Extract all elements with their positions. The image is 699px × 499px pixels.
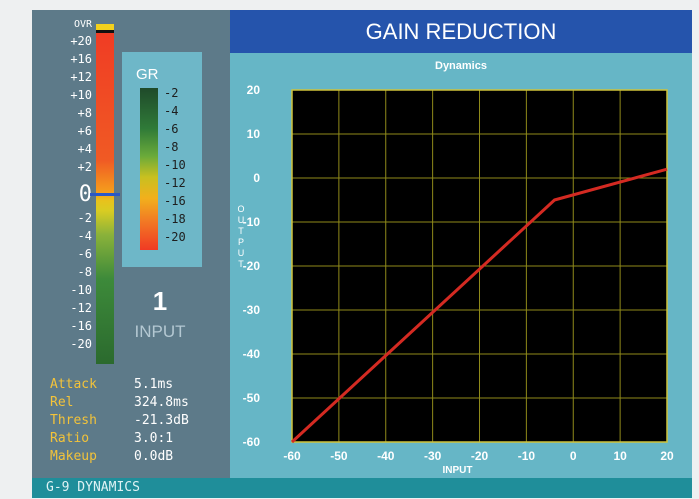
x-tick-label: 10 [613, 449, 627, 463]
param-value: 324.8ms [134, 395, 189, 410]
scale-tick: +16 [70, 52, 92, 66]
y-tick-label: -20 [243, 259, 261, 273]
x-tick-label: -40 [377, 449, 395, 463]
scale-tick: +10 [70, 88, 92, 102]
channel-number: 1 [152, 286, 168, 316]
parameter-list: Attack 5.1ms Rel 324.8ms Thresh -21.3dB … [50, 376, 189, 466]
gr-tick: -18 [164, 212, 186, 226]
scale-tick: -10 [70, 283, 92, 297]
param-value: -21.3dB [134, 413, 189, 428]
param-value: 3.0:1 [134, 431, 174, 446]
scale-tick: OVR [73, 19, 92, 30]
param-value: 5.1ms [134, 377, 174, 392]
overload-indicator [96, 24, 114, 33]
y-tick-label: 20 [247, 83, 261, 97]
scale-tick: +2 [77, 160, 92, 174]
scale-tick: -16 [70, 319, 92, 333]
scale-tick: -20 [70, 337, 92, 351]
gr-tick: -12 [164, 176, 186, 190]
dynamics-screen: OVR +20 +16 +12 +10 +8 +6 +4 +2 0 -2 -4 … [32, 10, 692, 498]
y-axis-title: OUTPUT [237, 204, 245, 269]
gr-tick: -20 [164, 230, 186, 244]
transfer-curve-chart: -60 -50 -40 -30 -20 -10 0 10 20 20 10 0 -10 -20 -30 -40… [243, 83, 674, 476]
channel-label: INPUT [134, 322, 186, 341]
gr-level-bar [140, 88, 158, 250]
scale-tick: +6 [77, 124, 92, 138]
chart-title: Dynamics [435, 60, 487, 72]
x-tick-label: -50 [330, 449, 348, 463]
gr-tick: -4 [164, 104, 179, 118]
x-tick-label: -30 [424, 449, 442, 463]
y-tick-label: -50 [243, 391, 261, 405]
param-name: Ratio [50, 431, 90, 446]
y-tick-label: 10 [247, 127, 261, 141]
zero-level-marker [90, 193, 120, 196]
y-tick-label: -60 [243, 435, 261, 449]
param-name: Rel [50, 395, 74, 410]
scale-tick: +4 [77, 142, 92, 156]
param-threshold[interactable]: Thresh -21.3dB [50, 412, 189, 430]
param-name: Makeup [50, 449, 97, 464]
y-tick-label: -30 [243, 303, 261, 317]
y-tick-label: -10 [243, 215, 261, 229]
y-tick-label: -40 [243, 347, 261, 361]
gr-tick: -2 [164, 86, 179, 100]
param-ratio[interactable]: Ratio 3.0:1 [50, 430, 189, 448]
param-value: 0.0dB [134, 449, 174, 464]
plot-frame [291, 89, 668, 443]
gr-tick: -6 [164, 122, 179, 136]
gr-tick: -10 [164, 158, 186, 172]
x-tick-label: -10 [518, 449, 536, 463]
scale-tick: +20 [70, 34, 92, 48]
x-axis-title: INPUT [443, 465, 473, 476]
panel-header: GAIN REDUCTION [230, 10, 692, 53]
scale-tick: -4 [77, 229, 92, 243]
gr-tick: -8 [164, 140, 179, 154]
gr-tick: -16 [164, 194, 186, 208]
param-name: Thresh [50, 413, 97, 428]
param-name: Attack [50, 377, 97, 392]
scale-tick: -8 [77, 265, 92, 279]
scale-tick-zero: 0 [78, 182, 92, 207]
scale-tick: -2 [77, 211, 92, 225]
gr-title: GR [136, 66, 159, 83]
meter-panel: OVR +20 +16 +12 +10 +8 +6 +4 +2 0 -2 -4 … [32, 10, 230, 478]
scale-tick: +8 [77, 106, 92, 120]
graph-panel: GAIN REDUCTION -60 -50 -40 -30 -20 -10 0 10 20 20… [230, 10, 692, 478]
x-tick-label: -20 [471, 449, 489, 463]
x-tick-label: 0 [570, 449, 577, 463]
param-attack[interactable]: Attack 5.1ms [50, 376, 189, 394]
y-tick-label: 0 [253, 171, 260, 185]
scale-tick: -12 [70, 301, 92, 315]
x-tick-label: 20 [660, 449, 674, 463]
status-footer: G-9 DYNAMICS [32, 478, 692, 498]
scale-tick: -6 [77, 247, 92, 261]
param-makeup[interactable]: Makeup 0.0dB [50, 448, 189, 466]
gain-reduction-meter: GR -2 -4 -6 -8 -10 -12 -16 -18 -20 [122, 52, 202, 267]
x-tick-label: -60 [283, 449, 301, 463]
param-release[interactable]: Rel 324.8ms [50, 394, 189, 412]
scale-tick: +12 [70, 70, 92, 84]
transfer-curve-line [290, 167, 668, 444]
